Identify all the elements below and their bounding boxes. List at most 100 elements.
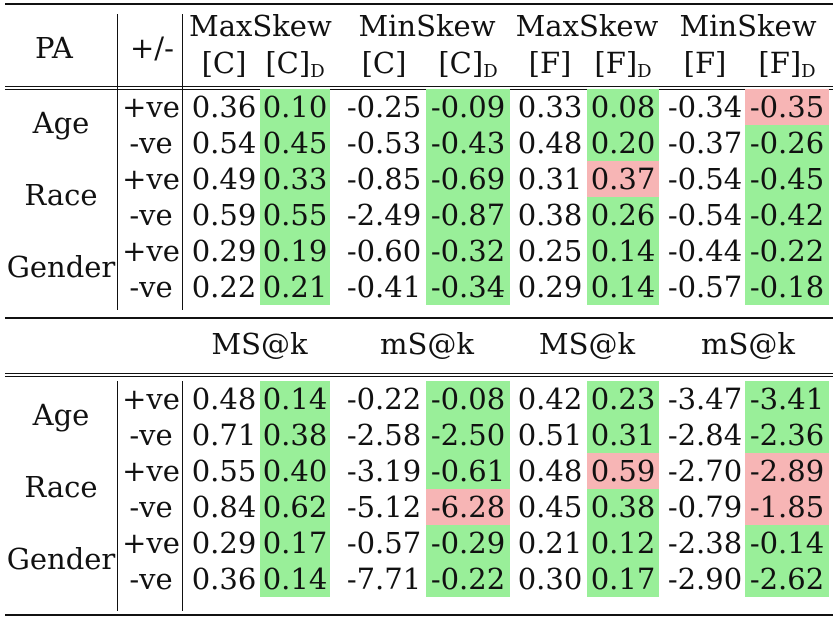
top-cell-1-5: 0.20 xyxy=(587,125,659,161)
bottom-cell-5-3: -0.22 xyxy=(426,561,510,597)
top-cell-0-1: 0.10 xyxy=(260,89,330,125)
bottom-sign-2: +ve xyxy=(122,454,180,488)
top-sign-0: +ve xyxy=(122,90,180,124)
top-cell-3-1: 0.55 xyxy=(260,197,330,233)
header-subcol-0-1: [C]D xyxy=(260,49,330,81)
bottom-cell-1-4: 0.51 xyxy=(517,418,583,452)
bottom-cell-5-7: -2.62 xyxy=(745,561,829,597)
bottom-cell-2-6: -2.70 xyxy=(667,454,743,488)
bottom-cell-0-1: 0.14 xyxy=(260,381,330,417)
bottom-cell-4-5: 0.12 xyxy=(587,525,659,561)
top-cell-3-0: 0.59 xyxy=(191,198,257,232)
bottom-sign-4: +ve xyxy=(122,526,180,560)
top-cell-0-4: 0.33 xyxy=(517,90,583,124)
bottom-cell-5-4: 0.30 xyxy=(517,562,583,596)
header-subcol-label: [C] xyxy=(265,46,311,80)
top-cell-0-5: 0.08 xyxy=(587,89,659,125)
bottom-cell-4-4: 0.21 xyxy=(517,526,583,560)
header-subcol-subscript: D xyxy=(637,61,652,82)
top-cell-1-6: -0.37 xyxy=(667,126,743,160)
top-group-0: Age xyxy=(32,106,90,140)
vrule-sign-bottom xyxy=(182,381,183,611)
bottom-cell-3-1: 0.62 xyxy=(260,489,330,525)
top-cell-0-7: -0.35 xyxy=(745,89,829,125)
bottom-cell-1-3: -2.50 xyxy=(426,417,510,453)
header-subcol-3-1: [F]D xyxy=(745,49,829,81)
top-cell-3-4: 0.38 xyxy=(517,198,583,232)
top-sign-2: +ve xyxy=(122,162,180,196)
header-subcol-subscript: D xyxy=(483,61,498,82)
bottom-group-0: Age xyxy=(32,398,90,432)
header-subcol-2-0: [F] xyxy=(528,46,572,80)
bottom-sign-3: -ve xyxy=(129,490,173,524)
bottom-header-group-3: mS@k xyxy=(701,327,795,361)
top-cell-4-6: -0.44 xyxy=(667,234,743,268)
top-cell-2-7: -0.45 xyxy=(745,161,829,197)
bottom-header-rule xyxy=(5,373,833,374)
top-group-2: Gender xyxy=(6,250,116,284)
bottom-cell-1-6: -2.84 xyxy=(667,418,743,452)
top-cell-4-5: 0.14 xyxy=(587,233,659,269)
bottom-cell-3-5: 0.38 xyxy=(587,489,659,525)
bottom-cell-3-0: 0.84 xyxy=(191,490,257,524)
header-subcol-label: [F] xyxy=(758,46,802,80)
header-rule-2 xyxy=(5,89,833,90)
bottom-cell-4-1: 0.17 xyxy=(260,525,330,561)
bottom-cell-0-6: -3.47 xyxy=(667,382,743,416)
top-cell-3-6: -0.54 xyxy=(667,198,743,232)
bottom-cell-5-2: -7.71 xyxy=(346,562,422,596)
mid-rule xyxy=(5,317,833,319)
bottom-cell-2-7: -2.89 xyxy=(745,453,829,489)
vrule-pa-bottom xyxy=(117,381,118,611)
bottom-cell-3-2: -5.12 xyxy=(346,490,422,524)
bottom-header-rule-2 xyxy=(5,376,833,377)
bottom-header-group-2: MS@k xyxy=(538,327,636,361)
bottom-sign-5: -ve xyxy=(129,562,173,596)
top-cell-1-0: 0.54 xyxy=(191,126,257,160)
top-cell-0-0: 0.36 xyxy=(191,90,257,124)
top-sign-1: -ve xyxy=(129,126,173,160)
header-sign: +/- xyxy=(130,31,174,65)
top-cell-4-3: -0.32 xyxy=(426,233,510,269)
top-cell-1-3: -0.43 xyxy=(426,125,510,161)
top-cell-5-7: -0.18 xyxy=(745,269,829,305)
top-cell-1-1: 0.45 xyxy=(260,125,330,161)
top-cell-4-0: 0.29 xyxy=(191,234,257,268)
bottom-cell-4-7: -0.14 xyxy=(745,525,829,561)
top-cell-1-7: -0.26 xyxy=(745,125,829,161)
top-cell-0-3: -0.09 xyxy=(426,89,510,125)
header-group-1: MinSkew xyxy=(358,9,496,43)
top-cell-3-5: 0.26 xyxy=(587,197,659,233)
bottom-header-group-0: MS@k xyxy=(211,327,308,361)
top-cell-4-7: -0.22 xyxy=(745,233,829,269)
bottom-group-1: Race xyxy=(24,470,98,504)
top-cell-0-6: -0.34 xyxy=(667,90,743,124)
top-cell-4-4: 0.25 xyxy=(517,234,583,268)
top-cell-1-4: 0.48 xyxy=(517,126,583,160)
bottom-cell-0-0: 0.48 xyxy=(191,382,257,416)
bottom-cell-3-3: -6.28 xyxy=(426,489,510,525)
bottom-cell-0-5: 0.23 xyxy=(587,381,659,417)
top-cell-1-2: -0.53 xyxy=(346,126,422,160)
bottom-cell-2-3: -0.61 xyxy=(426,453,510,489)
header-subcol-subscript: D xyxy=(801,61,816,82)
header-pa: PA xyxy=(35,31,73,65)
header-group-3: MinSkew xyxy=(679,9,817,43)
top-cell-3-7: -0.42 xyxy=(745,197,829,233)
bottom-cell-5-1: 0.14 xyxy=(260,561,330,597)
bottom-rule xyxy=(5,614,833,616)
top-cell-5-0: 0.22 xyxy=(191,270,257,304)
header-subcol-label: [F] xyxy=(594,46,638,80)
bottom-cell-1-0: 0.71 xyxy=(191,418,257,452)
header-subcol-0-0: [C] xyxy=(201,46,247,80)
bottom-header-group-1: mS@k xyxy=(380,327,474,361)
top-cell-2-2: -0.85 xyxy=(346,162,422,196)
bottom-cell-1-5: 0.31 xyxy=(587,417,659,453)
top-sign-5: -ve xyxy=(129,270,173,304)
bottom-cell-3-6: -0.79 xyxy=(667,490,743,524)
bottom-cell-4-3: -0.29 xyxy=(426,525,510,561)
top-cell-2-6: -0.54 xyxy=(667,162,743,196)
top-cell-4-1: 0.19 xyxy=(260,233,330,269)
top-cell-3-2: -2.49 xyxy=(346,198,422,232)
top-cell-2-0: 0.49 xyxy=(191,162,257,196)
